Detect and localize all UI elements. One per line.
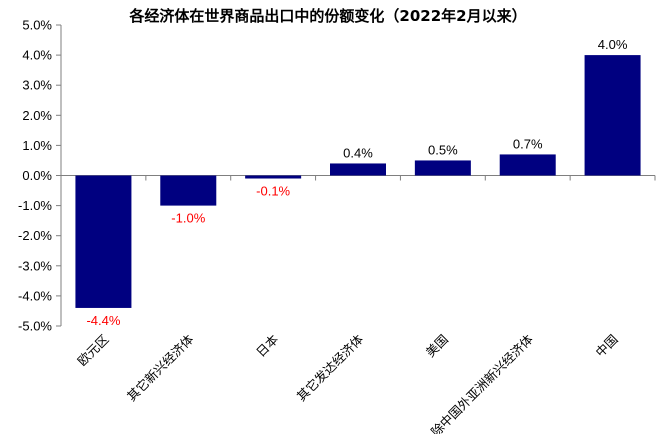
data-label: -1.0% (171, 211, 205, 226)
bar-layer (75, 55, 641, 308)
data-label: 4.0% (598, 37, 628, 52)
data-label: 0.7% (513, 136, 543, 151)
y-tick-label: 1.0% (22, 138, 52, 153)
category-label: 欧元区 (74, 332, 111, 369)
y-tick-label: -5.0% (18, 319, 52, 334)
bar (414, 160, 471, 176)
y-tick-label: 5.0% (22, 18, 52, 33)
category-label: 中国 (592, 332, 620, 360)
y-tick-label: -3.0% (18, 258, 52, 273)
bar (160, 175, 217, 206)
y-tick-label: -2.0% (18, 228, 52, 243)
category-label: 美国 (423, 332, 451, 360)
bar (75, 175, 132, 308)
bar (245, 175, 302, 179)
y-tick-label: -1.0% (18, 198, 52, 213)
category-label: 日本 (253, 331, 282, 360)
data-label: 0.5% (428, 142, 458, 157)
bar (330, 163, 386, 176)
data-label: -0.1% (256, 184, 290, 199)
y-tick-label: 2.0% (22, 108, 52, 123)
axis-layer: 5.0% 4.0% 3.0% 2.0% 1.0% 0.0% -1.0% -2.0% -3.0% -… (18, 18, 656, 334)
label-layer: -4.4% -1.0% -0.1% 0.4% 0.5% 0.7% 4.0% (86, 37, 627, 328)
category-label: 其它新兴经济体 (124, 331, 197, 404)
y-tick-label: 0.0% (22, 168, 52, 183)
data-label: -4.4% (86, 313, 120, 328)
bar (584, 55, 641, 176)
bar (499, 154, 556, 176)
y-tick-label: 4.0% (22, 48, 52, 63)
category-label: 其它发达经济体 (294, 331, 367, 404)
y-tick-label: 3.0% (22, 78, 52, 93)
y-tick-label: -4.0% (18, 288, 52, 303)
data-label: 0.4% (343, 145, 373, 160)
chart-title: 各经济体在世界商品出口中的份额变化（2022年2月以来） (128, 7, 526, 25)
